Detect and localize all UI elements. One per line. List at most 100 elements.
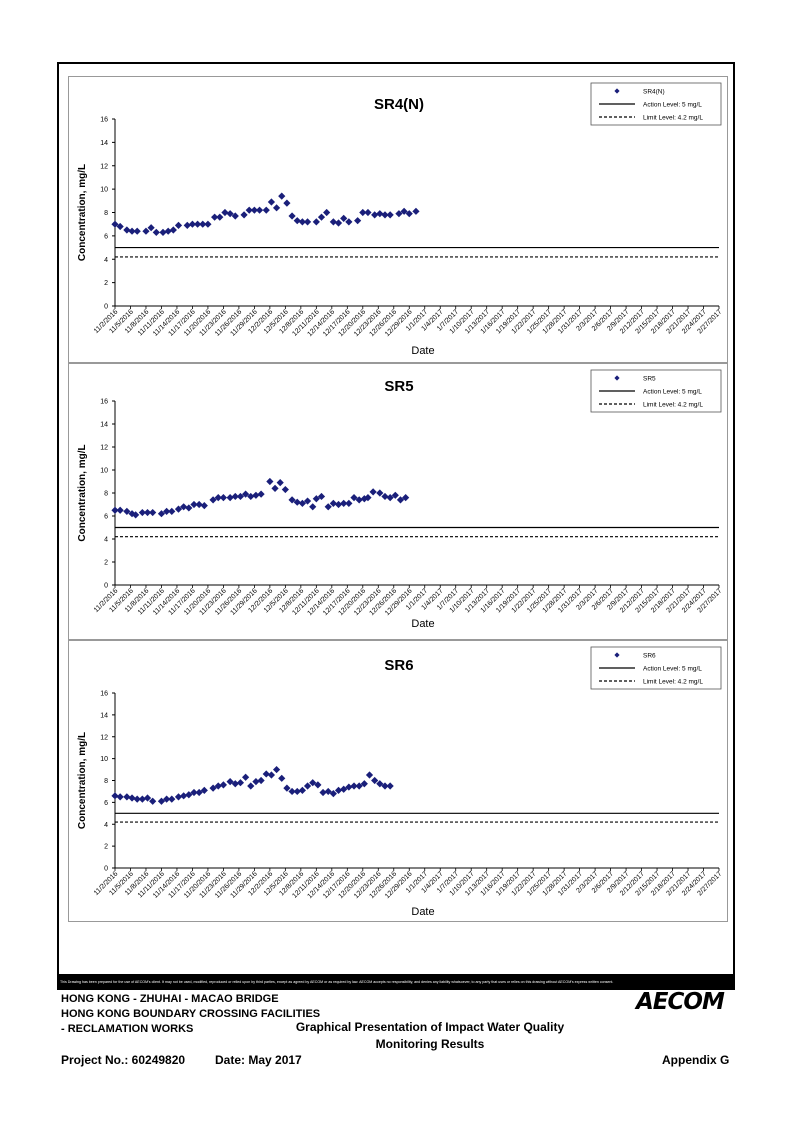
data-point-marker (334, 786, 343, 794)
data-point-marker (226, 210, 234, 218)
data-point-marker (293, 498, 301, 506)
y-tick-label: 4 (104, 537, 108, 544)
y-tick-label: 10 (100, 756, 108, 763)
chart-panel-sr5: 0 2 4 6 8 10 12 14 16 11/2/2016 11/5/2016 11/8/2016… (68, 363, 728, 640)
data-point-marker (116, 793, 124, 801)
y-tick-label: 8 (104, 491, 108, 498)
data-point-marker (169, 226, 177, 234)
y-tick-label: 16 (100, 691, 108, 698)
legend-entry-label: SR5 (643, 376, 656, 383)
data-point-marker (157, 797, 166, 805)
data-point-marker (200, 502, 208, 510)
y-axis-label: Concentration, mg/L (77, 444, 88, 541)
data-point-marker (345, 499, 353, 507)
data-point-marker (174, 793, 183, 801)
data-point-marker (138, 795, 146, 803)
data-point-marker (190, 500, 198, 509)
data-point-marker (180, 792, 188, 800)
data-point-marker (211, 213, 219, 221)
y-tick-label: 6 (104, 233, 108, 240)
disclaimer-text: This Drawing has been prepared for the u… (57, 974, 735, 990)
chart-title: SR6 (384, 657, 413, 674)
chart-sr4n: 024681012141611/2/201611/5/201611/8/2016… (77, 82, 723, 357)
data-point-marker (267, 198, 276, 206)
data-point-marker (402, 494, 410, 502)
data-point-marker (391, 491, 399, 499)
data-point-marker (214, 782, 222, 790)
y-tick-label: 2 (104, 560, 108, 567)
data-point-marker (369, 488, 377, 496)
data-point-marker (257, 490, 265, 498)
data-point-marker (312, 495, 320, 503)
data-point-marker (128, 227, 136, 235)
y-tick-label: 12 (100, 163, 108, 170)
y-tick-label: 10 (100, 468, 108, 475)
y-tick-label: 4 (104, 822, 108, 829)
data-point-marker (168, 795, 176, 803)
data-point-marker (360, 495, 368, 503)
data-point-marker (365, 771, 374, 779)
data-point-marker (340, 785, 348, 793)
y-tick-label: 0 (104, 304, 108, 311)
y-tick-label: 6 (104, 514, 108, 521)
data-point-marker (247, 492, 255, 501)
data-point-marker (226, 494, 234, 502)
data-point-marker (267, 771, 276, 779)
data-point-marker (278, 774, 286, 782)
data-point-marker (376, 780, 384, 788)
data-point-marker (163, 795, 171, 803)
data-point-marker (312, 218, 320, 226)
data-point-marker (329, 790, 337, 798)
data-point-marker (116, 506, 124, 514)
data-point-marker (355, 782, 363, 790)
data-point-marker (149, 508, 157, 517)
data-point-marker (381, 782, 389, 790)
data-point-marker (354, 217, 362, 225)
y-tick-label: 4 (104, 257, 108, 264)
data-point-marker (128, 794, 136, 802)
data-point-marker (272, 765, 281, 774)
legend-entry-label: SR6 (643, 653, 656, 660)
data-point-marker (231, 780, 239, 788)
data-point-marker (174, 505, 183, 513)
legend-entry-label: Limit Level: 4.2 mg/L (643, 115, 703, 122)
data-point-marker (371, 776, 379, 785)
data-point-marker (185, 504, 193, 512)
data-point-marker (204, 220, 212, 228)
legend-entry-label: Action Level: 5 mg/L (643, 666, 702, 673)
y-tick-label: 6 (104, 800, 108, 807)
data-point-marker (195, 788, 203, 797)
project-line-1: HONG KONG - ZHUHAI - MACAO BRIDGE (61, 993, 279, 1005)
data-point-marker (266, 477, 274, 486)
data-point-marker (376, 210, 384, 218)
data-point-marker (412, 207, 420, 215)
data-point-marker (149, 797, 157, 805)
y-tick-label: 12 (100, 734, 108, 741)
y-tick-label: 14 (100, 140, 108, 147)
data-point-marker (231, 212, 239, 220)
x-axis-label: Date (411, 345, 434, 357)
data-point-marker (345, 218, 353, 226)
data-point-marker (147, 224, 155, 232)
y-tick-label: 0 (104, 866, 108, 873)
data-point-marker (255, 206, 264, 214)
data-point-marker (209, 784, 217, 792)
data-point-marker (133, 227, 141, 235)
data-point-marker (111, 506, 119, 514)
data-point-marker (240, 211, 248, 219)
data-point-marker (323, 208, 331, 217)
data-point-marker (262, 770, 270, 778)
legend-marker-swatch (614, 652, 620, 658)
data-point-marker (143, 508, 152, 517)
data-point-marker (123, 226, 131, 234)
y-tick-label: 14 (100, 422, 108, 429)
drawing-title-line-1: Graphical Presentation of Impact Water Q… (295, 1020, 565, 1034)
data-point-marker (200, 786, 208, 794)
y-tick-label: 2 (104, 844, 108, 851)
data-point-marker (350, 782, 358, 790)
data-point-marker (163, 507, 171, 515)
data-point-marker (216, 213, 224, 221)
data-point-marker (247, 782, 255, 790)
data-point-marker (159, 228, 167, 236)
data-point-marker (319, 788, 327, 797)
